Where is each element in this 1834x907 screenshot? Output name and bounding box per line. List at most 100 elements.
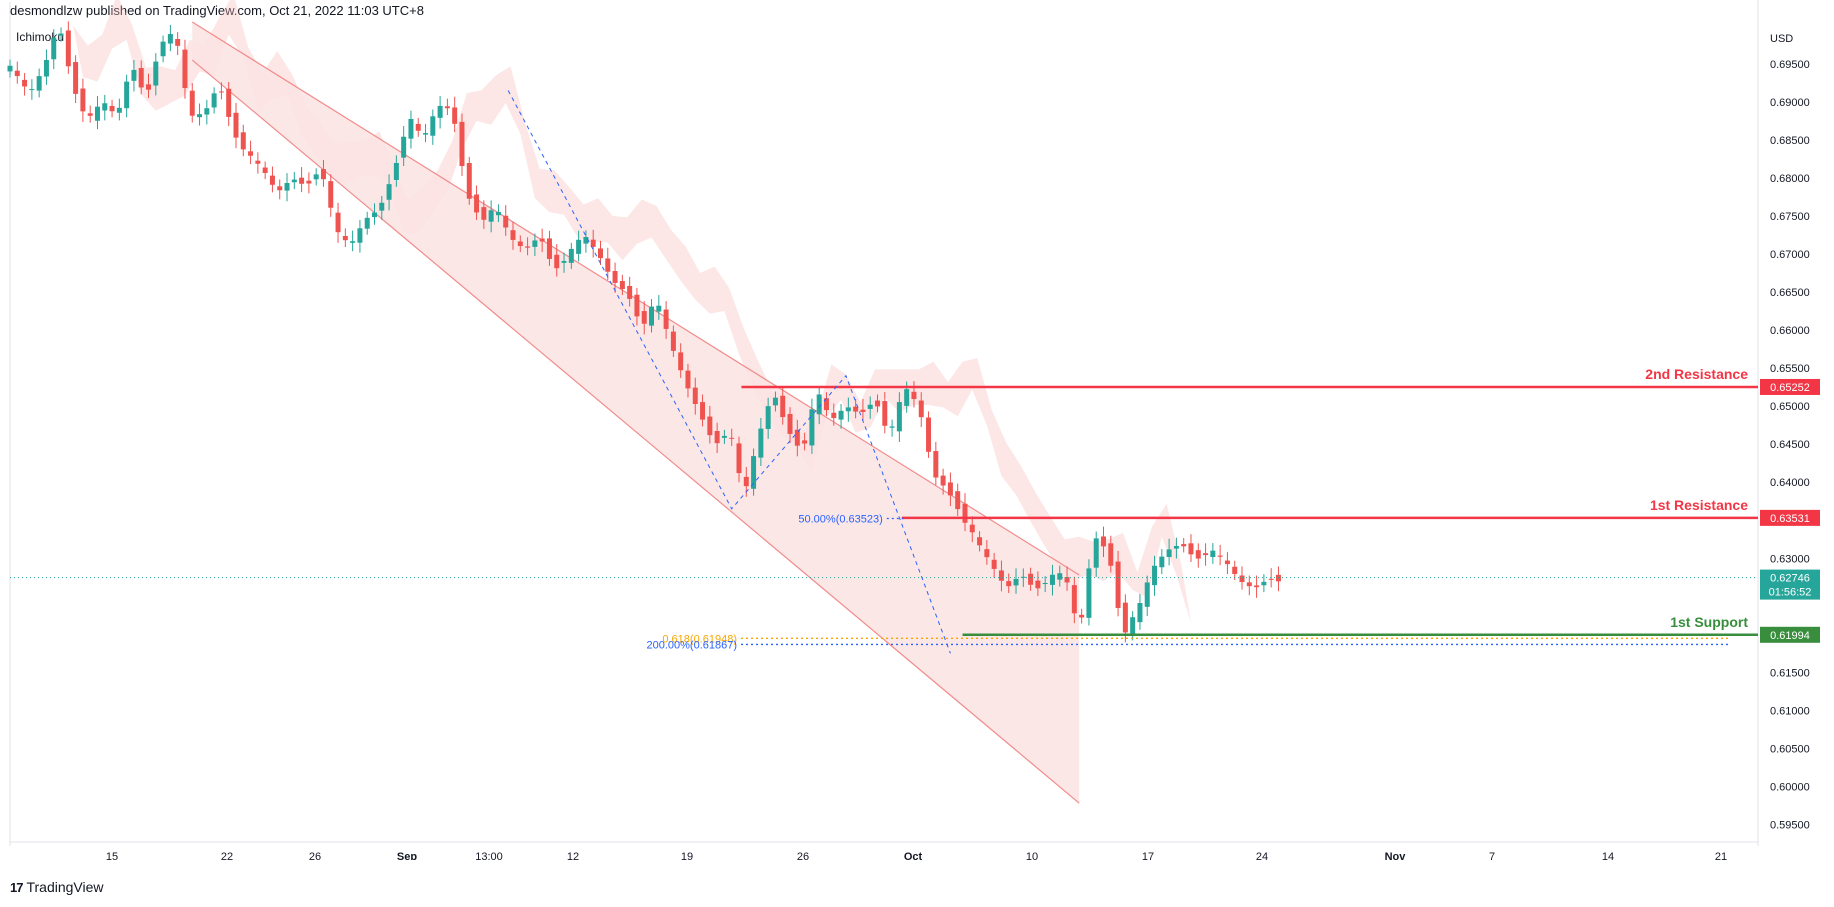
candles [7, 21, 1281, 643]
candle-body [1166, 549, 1172, 558]
candle-body [1042, 582, 1048, 584]
candle-body [51, 37, 57, 60]
candle-body [437, 105, 443, 118]
candle-body [546, 238, 552, 259]
x-tick-label: 17 [1142, 851, 1154, 860]
candle-body [1224, 560, 1230, 565]
candle-body [350, 241, 356, 243]
candle-body [153, 61, 159, 86]
candle-body [335, 212, 341, 233]
candle-body [1020, 576, 1026, 578]
candle-body [401, 136, 407, 158]
candle-body [758, 428, 764, 458]
candle-body [466, 162, 472, 199]
candle-body [1195, 550, 1201, 559]
candle-body [269, 175, 275, 185]
level-name: 1st Support [1670, 614, 1748, 630]
candle-body [1035, 580, 1041, 589]
candle-body [1173, 545, 1179, 549]
candle-body [233, 112, 239, 138]
candle-body [809, 409, 815, 446]
y-tick-label: 0.64000 [1770, 477, 1810, 489]
candle-body [510, 230, 516, 240]
candle-body [1246, 582, 1252, 587]
candle-body [1108, 543, 1114, 566]
candle-body [459, 121, 465, 167]
tradingview-logo-text: TradingView [26, 879, 104, 895]
candle-body [875, 400, 881, 407]
candle-body [707, 416, 713, 436]
candle-body [751, 456, 757, 489]
chart-borders [9, 0, 1759, 846]
candle-body [175, 38, 181, 46]
candle-body [1064, 577, 1070, 583]
y-tick-label: 0.66500 [1770, 287, 1810, 299]
x-tick-label: 12 [567, 851, 579, 860]
candle-body [991, 559, 997, 569]
x-tick-label: 10 [1026, 851, 1038, 860]
candle-body [955, 491, 961, 510]
candle-body [226, 88, 232, 117]
candle-body [1144, 582, 1150, 607]
candle-body [124, 81, 130, 109]
candle-body [1122, 602, 1128, 633]
candle-body [823, 398, 829, 411]
candle-body [284, 183, 290, 191]
candle-body [277, 186, 283, 191]
candle-body [984, 549, 990, 558]
fib-level-label: 200.00%(0.61867) [646, 639, 737, 651]
y-tick-label: 0.69000 [1770, 97, 1810, 109]
candle-body [743, 476, 749, 487]
level-price-label: 0.61994 [1770, 630, 1810, 642]
candle-body [14, 70, 20, 77]
candle-body [663, 309, 669, 329]
candle-body [503, 215, 509, 228]
candle-body [1268, 578, 1274, 580]
current-price-label: 0.62746 [1770, 573, 1810, 585]
candle-body [87, 113, 93, 116]
candle-body [802, 440, 808, 444]
x-tick-label: 15 [106, 851, 118, 860]
candle-body [772, 397, 778, 406]
candle-body [372, 212, 377, 218]
level-price-tag [1760, 626, 1820, 643]
level-price-label: 0.65252 [1770, 382, 1810, 394]
candle-body [218, 91, 224, 93]
candle-body [977, 537, 983, 546]
candle-body [1210, 550, 1216, 558]
candle-body [692, 387, 698, 404]
y-tick-label: 0.61500 [1770, 667, 1810, 679]
x-tick-label: 13:00 [475, 851, 503, 860]
candle-body [627, 285, 633, 299]
candle-body [102, 103, 108, 111]
x-tick-label: 24 [1256, 851, 1268, 860]
candle-body [167, 34, 173, 44]
x-tick-label: Nov [1385, 851, 1407, 860]
candle-body [1086, 568, 1092, 618]
candle-body [1232, 566, 1238, 574]
candle-body [831, 412, 837, 419]
candle-body [838, 410, 844, 420]
candle-body [182, 49, 188, 89]
price-chart[interactable]: 2nd Resistance 0.65252 1st Resistance 0.635… [0, 0, 1834, 860]
candle-body [204, 108, 210, 115]
candle-body [131, 69, 137, 81]
candle-body [357, 228, 363, 243]
y-tick-label: 0.60500 [1770, 743, 1810, 755]
x-tick-label: 22 [221, 851, 233, 860]
tradingview-logo-icon: 17 [10, 879, 24, 895]
candle-body [1181, 544, 1187, 547]
fib-level-label: 50.00%(0.63523) [798, 513, 882, 525]
candle-body [36, 76, 42, 91]
x-tick-label: 26 [797, 851, 809, 860]
candle-body [736, 443, 742, 474]
candle-body [729, 437, 735, 439]
candle-body [619, 281, 625, 289]
candle-body [1254, 585, 1260, 588]
candle-body [561, 260, 567, 263]
y-tick-label: 0.67500 [1770, 211, 1810, 223]
candle-body [998, 570, 1004, 581]
axes: 0.69500 0.69000 0.68500 0.68000 0.67500 0.670… [106, 33, 1810, 860]
candle-body [962, 503, 968, 523]
candle-body [116, 107, 122, 113]
